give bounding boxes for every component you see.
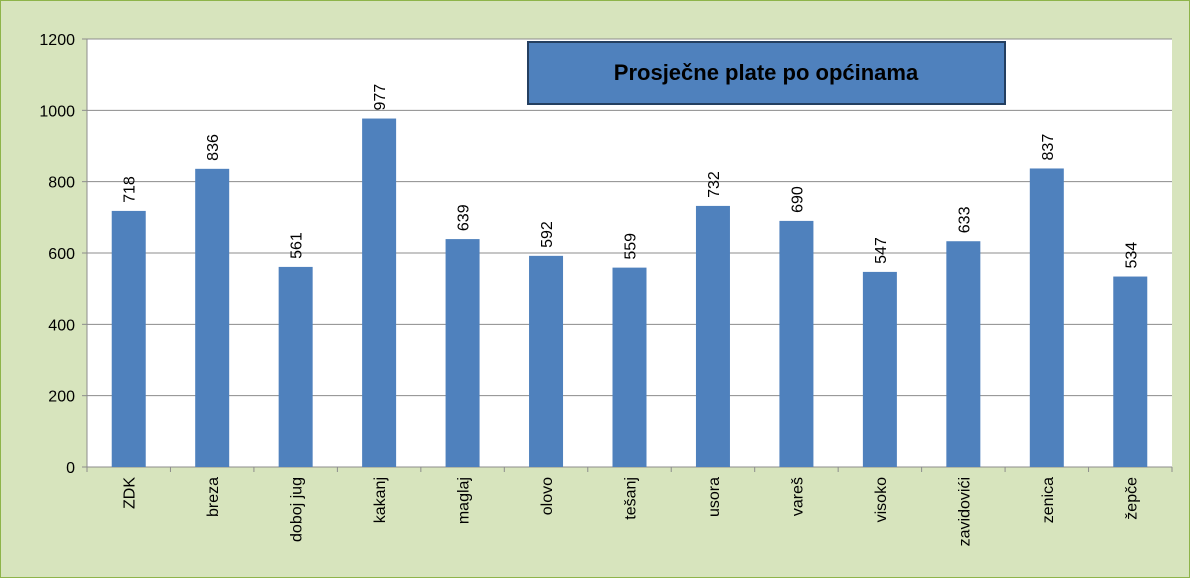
data-label: 561 bbox=[289, 232, 306, 259]
bar bbox=[779, 220, 814, 467]
data-label: 732 bbox=[706, 171, 723, 198]
data-label: 690 bbox=[789, 186, 806, 213]
bar bbox=[195, 168, 230, 467]
x-tick-label: vareš bbox=[789, 477, 806, 516]
x-tick-label: usora bbox=[706, 477, 723, 517]
bar bbox=[362, 118, 397, 467]
data-label: 534 bbox=[1123, 242, 1140, 269]
bar bbox=[111, 210, 146, 467]
title-box bbox=[527, 41, 1006, 105]
bar bbox=[445, 239, 480, 467]
data-label: 547 bbox=[873, 237, 890, 264]
data-label: 639 bbox=[456, 204, 473, 231]
data-label: 977 bbox=[372, 84, 389, 111]
data-label: 836 bbox=[205, 134, 222, 161]
data-label: 837 bbox=[1040, 134, 1057, 161]
x-tick-label: maglaj bbox=[456, 477, 473, 524]
x-tick-label: tešanj bbox=[623, 477, 640, 520]
bar bbox=[862, 271, 897, 467]
bar bbox=[1113, 276, 1148, 467]
x-tick-label: ZDK bbox=[122, 477, 139, 509]
data-label: 633 bbox=[956, 206, 973, 233]
y-tick-label: 800 bbox=[48, 175, 75, 192]
x-tick-label: kakanj bbox=[372, 477, 389, 523]
x-tick-label: zavidovići bbox=[956, 477, 973, 546]
x-tick-label: breza bbox=[205, 477, 222, 517]
x-tick-label: visoko bbox=[873, 477, 890, 522]
data-label: 559 bbox=[623, 233, 640, 260]
chart-title: Prosječne plate po općinama bbox=[614, 60, 919, 85]
data-label: 592 bbox=[539, 221, 556, 248]
bar bbox=[1029, 168, 1064, 467]
y-tick-label: 200 bbox=[48, 389, 75, 406]
bar bbox=[946, 241, 981, 467]
x-tick-label: zenica bbox=[1040, 477, 1057, 523]
y-tick-label: 1200 bbox=[39, 32, 75, 49]
y-tick-label: 1000 bbox=[39, 103, 75, 120]
bar bbox=[278, 266, 313, 467]
y-tick-label: 400 bbox=[48, 317, 75, 334]
y-tick-label: 600 bbox=[48, 246, 75, 263]
bar bbox=[529, 255, 564, 467]
y-tick-label: 0 bbox=[66, 460, 75, 477]
data-label: 718 bbox=[122, 176, 139, 203]
x-tick-label: doboj jug bbox=[289, 477, 306, 542]
x-tick-label: olovo bbox=[539, 477, 556, 515]
bar bbox=[695, 205, 730, 468]
bar bbox=[612, 267, 647, 467]
x-tick-label: žepče bbox=[1123, 477, 1140, 520]
